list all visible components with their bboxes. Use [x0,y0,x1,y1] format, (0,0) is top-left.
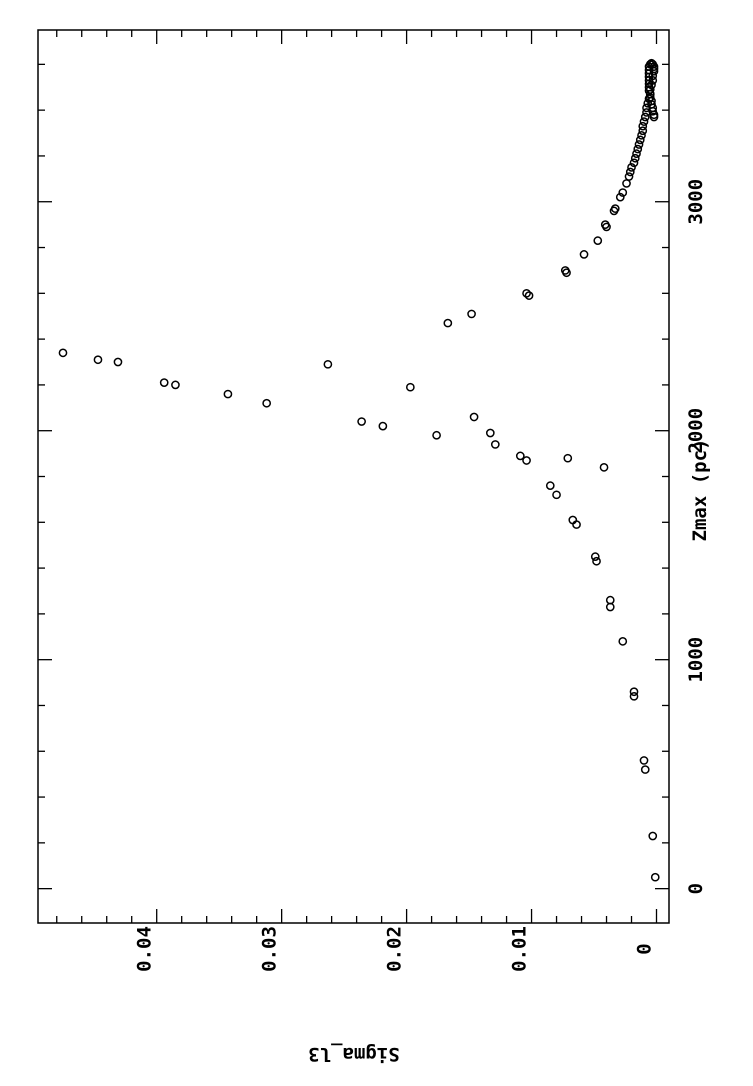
y-tick-label: 0.01 [509,926,531,972]
data-point [223,389,233,399]
data-point [592,556,601,566]
data-point [378,421,388,431]
axis-ticks [38,30,669,923]
data-point [640,112,650,122]
data-point [632,149,641,158]
data-point [629,687,639,697]
data-point [627,163,636,172]
data-point [406,382,415,392]
plot-frame [37,29,670,924]
data-point [522,456,531,465]
data-point [485,428,495,438]
y-tick-label: 0.04 [134,926,156,972]
data-point [432,430,441,440]
data-point [637,130,646,140]
data-point [624,172,634,181]
data-point [357,417,366,426]
data-point [618,188,628,197]
data-point [629,158,639,168]
data-point [467,309,476,319]
x-axis-label: Zmax (pc) [689,439,711,542]
data-point [590,552,600,561]
data-point [634,140,644,149]
tick-labels: 0 1000 2000 3000 0 0.01 0.02 0.03 0.04 [134,179,707,972]
data-point [639,756,649,765]
data-point [560,266,570,275]
data-point [649,112,659,122]
data-point [469,412,479,422]
y-tick-label: 0.02 [384,926,406,972]
data-point [650,872,660,882]
data-point [605,595,615,605]
data-point [615,192,625,202]
data-point [552,490,561,500]
data-point [639,117,649,126]
data-point [600,220,610,229]
data-point [599,462,609,472]
data-point [93,355,103,365]
data-point [262,398,272,408]
data-point [638,121,648,131]
data-point [171,380,180,390]
data-point [648,831,658,841]
data-point [522,288,531,298]
data-point [323,359,333,369]
x-tick-label: 3000 [685,179,707,225]
data-points [58,58,660,882]
data-point [524,291,534,300]
data-point [545,481,555,491]
y-tick-label: 0 [634,943,656,954]
data-point [633,144,643,154]
data-point [625,167,635,177]
data-point [159,378,169,387]
data-point [579,250,589,259]
y-axis-label: Sigma_l3 [308,1043,400,1065]
x-tick-label: 1000 [685,637,707,683]
data-point [563,453,573,463]
data-point [640,765,650,774]
data-point [629,691,639,701]
data-point [610,204,620,213]
x-tick-label: 0 [685,883,707,894]
data-point [515,451,525,461]
data-point [113,357,123,367]
data-point [58,348,68,358]
x-tick-label: 2000 [685,408,707,454]
data-point [642,108,651,117]
data-point [443,318,453,328]
y-tick-label: 0.03 [259,926,281,972]
data-point [568,515,578,525]
data-point [593,236,603,246]
data-point [635,135,645,145]
data-point [490,440,500,449]
data-point [630,153,640,163]
data-point [638,126,648,136]
data-point [618,637,628,646]
